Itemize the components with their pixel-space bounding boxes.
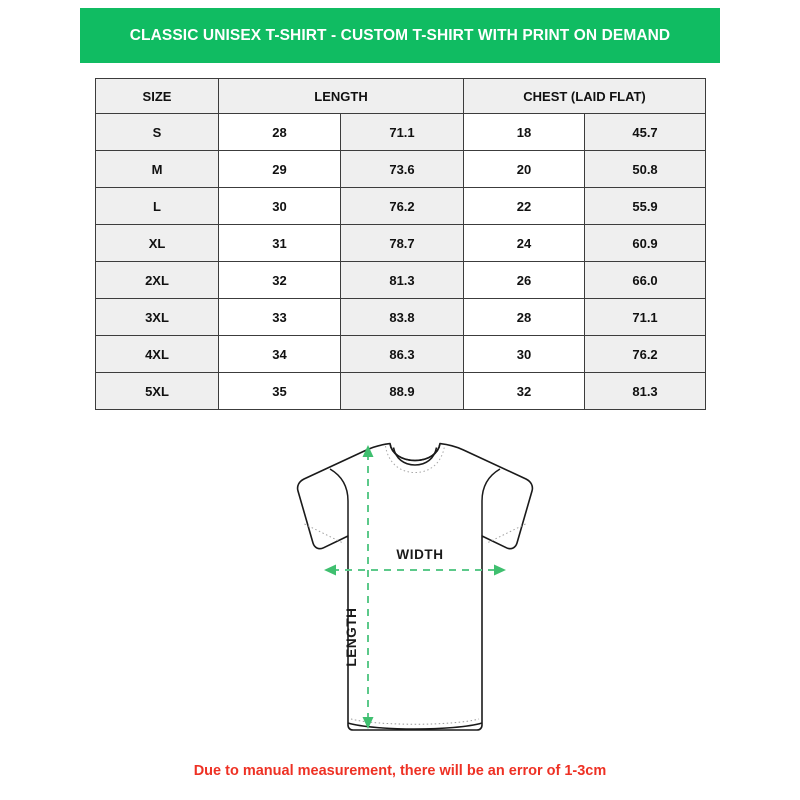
table-row: 2XL 32 81.3 26 66.0 [95,261,707,299]
right-sleeve-cuff-stitch [485,523,526,544]
cell-length-inches: 35 [218,372,341,410]
page-title: CLASSIC UNISEX T-SHIRT - CUSTOM T-SHIRT … [129,26,671,44]
cell-chest-inches: 30 [463,335,586,373]
cell-chest-inches: 20 [463,150,586,188]
cell-size: 2XL [95,261,219,299]
table-row: S 28 71.1 18 45.7 [95,113,707,151]
measurement-guides [324,445,506,729]
size-chart-table-container: SIZE LENGTH CHEST (LAID FLAT) S 28 71.1 18 4… [95,78,707,410]
cell-chest-inches: 22 [463,187,586,225]
cell-length-inches: 30 [218,187,341,225]
cell-size: XL [95,224,219,262]
size-chart-table: SIZE LENGTH CHEST (LAID FLAT) S 28 71.1 18 4… [95,78,707,410]
bottom-hem-stitch [350,718,480,725]
cell-chest-inches: 24 [463,224,586,262]
table-body: S 28 71.1 18 45.7 M 29 73.6 20 50.8 L 30 76.2 22 55.9 X… [95,113,707,410]
cell-chest-inches: 18 [463,113,586,151]
cell-length-cm: 83.8 [339,298,465,336]
cell-length-inches: 28 [218,113,341,151]
cell-length-inches: 34 [218,335,341,373]
cell-size: 5XL [95,372,219,410]
table-row: XL 31 78.7 24 60.9 [95,224,707,262]
cell-length-inches: 29 [218,150,341,188]
right-armhole-seam [481,468,501,536]
cell-size: 3XL [95,298,219,336]
cell-size: 4XL [95,335,219,373]
table-row: 5XL 35 88.9 32 81.3 [95,372,707,410]
table-row: M 29 73.6 20 50.8 [95,150,707,188]
cell-chest-cm: 60.9 [584,224,707,262]
tshirt-measurement-diagram: WIDTH LENGTH [230,425,570,745]
cell-length-cm: 73.6 [339,150,465,188]
cell-size: M [95,150,219,188]
cell-length-inches: 32 [218,261,341,299]
cell-length-cm: 86.3 [339,335,465,373]
cell-chest-cm: 55.9 [584,187,707,225]
left-sleeve-cuff-stitch [304,523,345,544]
length-label: LENGTH [344,607,359,666]
cell-length-cm: 76.2 [339,187,465,225]
width-arrow-left [324,564,336,576]
table-header: SIZE LENGTH CHEST (LAID FLAT) [95,78,707,114]
length-arrow-top [362,445,374,457]
cell-size: S [95,113,219,151]
cell-size: L [95,187,219,225]
cell-chest-cm: 81.3 [584,372,707,410]
tshirt-outline-icon [296,442,534,731]
collar-stitch-line [385,445,445,474]
column-header-length: LENGTH [217,78,465,114]
left-armhole-seam [329,468,349,536]
table-header-row: SIZE LENGTH CHEST (LAID FLAT) [95,78,707,114]
table-row: L 30 76.2 22 55.9 [95,187,707,225]
bottom-hem-line [347,722,483,730]
measurement-disclaimer: Due to manual measurement, there will be… [193,763,607,779]
width-label: WIDTH [396,547,443,562]
header-banner: CLASSIC UNISEX T-SHIRT - CUSTOM T-SHIRT … [80,8,720,63]
cell-chest-inches: 28 [463,298,586,336]
cell-length-inches: 33 [218,298,341,336]
cell-length-cm: 88.9 [339,372,465,410]
column-header-size: SIZE [95,78,219,114]
table-row: 4XL 34 86.3 30 76.2 [95,335,707,373]
cell-length-inches: 31 [218,224,341,262]
cell-chest-inches: 26 [463,261,586,299]
collar-outer-line [389,443,441,462]
cell-chest-cm: 66.0 [584,261,707,299]
cell-chest-inches: 32 [463,372,586,410]
table-row: 3XL 33 83.8 28 71.1 [95,298,707,336]
cell-chest-cm: 71.1 [584,298,707,336]
cell-chest-cm: 45.7 [584,113,707,151]
cell-length-cm: 71.1 [339,113,465,151]
cell-chest-cm: 50.8 [584,150,707,188]
width-arrow-right [494,564,506,576]
column-header-chest: CHEST (LAID FLAT) [463,78,707,114]
cell-length-cm: 81.3 [339,261,465,299]
cell-length-cm: 78.7 [339,224,465,262]
collar-rib-line [392,447,438,466]
length-arrow-bottom [362,717,374,729]
cell-chest-cm: 76.2 [584,335,707,373]
